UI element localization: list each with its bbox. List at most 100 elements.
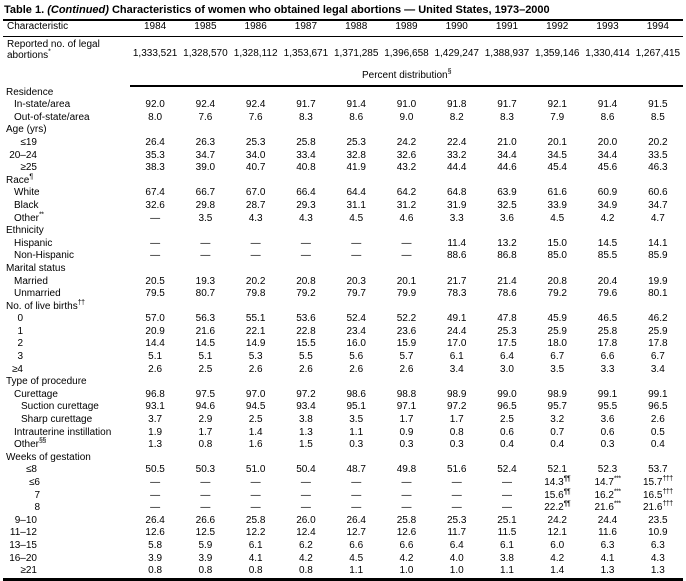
value-cell: 1.7	[449, 414, 464, 426]
value-cell: 53.7	[648, 464, 668, 476]
value-cell: 1,330,414	[585, 48, 630, 59]
value-cell: 2.6	[298, 363, 313, 375]
section-header-row: Weeks of gestation	[3, 452, 683, 465]
section-header-label: Age (yrs)	[6, 124, 47, 136]
section-header-label: Marital status	[6, 262, 66, 274]
superscript-marker: ††	[77, 299, 85, 307]
value-cell: 79.8	[245, 288, 266, 300]
value-cell: 34.4	[597, 149, 618, 161]
value-cell: 3.8	[298, 414, 313, 426]
value-cell: —	[250, 250, 261, 262]
table-row: ≥21 0.8 0.8 0.8 0.8 1.1 1.0 1.0 1.1 1.4 1.3 1.3	[3, 565, 683, 579]
value-cell: 6.6	[399, 539, 414, 551]
value-cell: 15.9	[396, 338, 417, 350]
value-cell: 8.6	[600, 111, 615, 123]
table-row: ≤8 50.5 50.3 51.0 50.4 48.7 49.8 51.6 52.4 52.1 52…	[3, 464, 683, 477]
value-cell: 4.7	[650, 212, 665, 224]
value-cell: 0.4	[500, 439, 514, 451]
value-cell: 22.1	[245, 325, 266, 337]
value-cell: 66.7	[195, 187, 216, 199]
value-cell: 6.1	[500, 539, 514, 551]
value-cell: 4.2	[298, 552, 313, 564]
value-cell: 17.5	[497, 338, 517, 350]
value-cell: 1.1	[349, 565, 364, 577]
superscript-marker: ¶¶	[563, 475, 571, 483]
value-cell: 21.6†††	[643, 500, 673, 514]
empty-cell	[3, 62, 130, 86]
value-cell: —	[250, 502, 261, 514]
value-cell: 3.6	[500, 212, 514, 224]
value-cell: 25.8	[597, 325, 618, 337]
value-cell: 11.5	[497, 527, 517, 539]
row-label: ≤6	[3, 477, 130, 490]
value-cell: 19.3	[195, 275, 216, 287]
value-cell: 8.2	[449, 111, 464, 123]
value-cell: —	[150, 237, 161, 249]
row-label: Sharp curettage	[21, 414, 93, 426]
table-row: Hispanic — — — — — — 11.4 13.2 15.0 14.5 14.1	[3, 238, 683, 251]
value-cell: —	[451, 477, 462, 488]
value-cell: 1,267,415	[635, 48, 681, 59]
value-cell: —	[250, 489, 261, 501]
row-label-text: 7	[34, 489, 40, 501]
column-header-characteristic: Characteristic	[3, 20, 130, 37]
value-cell: 43.2	[396, 162, 417, 174]
row-label: Out-of-state/area	[14, 111, 90, 123]
column-header-year: 1988	[331, 20, 382, 37]
value-cell: —	[200, 502, 211, 514]
value-cell: 6.3	[650, 539, 665, 551]
value-cell: 7.6	[198, 111, 213, 123]
value-cell: 17.8	[648, 338, 668, 350]
value-cell: 6.7	[550, 351, 565, 363]
value-cell: 53.6	[296, 313, 316, 325]
value-cell: 18.0	[547, 338, 567, 350]
value-cell: 20.1	[396, 275, 417, 287]
superscript-marker: †††	[662, 488, 673, 496]
value-cell: 98.9	[446, 388, 467, 400]
value-cell: —	[351, 477, 362, 488]
value-cell: 8.5	[650, 111, 665, 123]
value-cell: 23.4	[346, 325, 366, 337]
value-cell: 4.0	[449, 552, 464, 564]
value-cell: 79.9	[396, 288, 417, 300]
value-cell: 51.0	[245, 464, 266, 476]
value-cell: 26.3	[195, 136, 216, 148]
column-header-year: 1986	[230, 20, 281, 37]
section-header-row: Race¶	[3, 173, 683, 188]
value-cell: 17.0	[446, 338, 467, 350]
value-cell: 48.7	[346, 464, 366, 476]
value-cell: 25.3	[245, 136, 266, 148]
value-cell: 1.1	[349, 426, 364, 438]
row-label-text: 0	[17, 313, 23, 325]
value-cell: 1.4	[550, 565, 565, 577]
value-cell: 64.8	[446, 187, 467, 199]
value-cell: 97.0	[245, 388, 266, 400]
row-label: Other**	[14, 211, 44, 224]
value-cell: —	[501, 477, 512, 488]
value-cell: 0.3	[600, 439, 615, 451]
table-row: Other§§ 1.3 0.8 1.6 1.5 0.3 0.3 0.3 0.4 0.4 0.3 0.4	[3, 438, 683, 452]
row-label: 2	[3, 338, 130, 351]
section-header-row: Residence	[3, 86, 683, 100]
value-cell: 1.1	[500, 565, 514, 577]
value-cell: 44.6	[497, 162, 517, 174]
row-label: 1	[3, 326, 130, 339]
value-cell: 33.4	[296, 149, 316, 161]
value-cell: 2.5	[198, 363, 213, 375]
value-cell: 1,359,146	[535, 48, 580, 59]
value-cell: 52.3	[597, 464, 618, 476]
value-cell: 80.7	[195, 288, 216, 300]
value-cell: 15.7†††	[643, 475, 673, 488]
value-cell: 93.4	[296, 401, 316, 413]
row-label-text: 3	[17, 351, 23, 363]
value-cell: 32.6	[396, 149, 417, 161]
value-cell: 94.5	[245, 401, 266, 413]
column-header-year: 1990	[431, 20, 482, 37]
value-cell: 51.6	[446, 464, 467, 476]
value-cell: —	[250, 237, 261, 249]
value-cell: 12.7	[346, 527, 366, 539]
superscript-marker: §	[447, 68, 452, 76]
value-cell: 1.3	[298, 426, 313, 438]
value-cell: 34.7	[648, 199, 668, 211]
value-cell: 79.6	[597, 288, 618, 300]
